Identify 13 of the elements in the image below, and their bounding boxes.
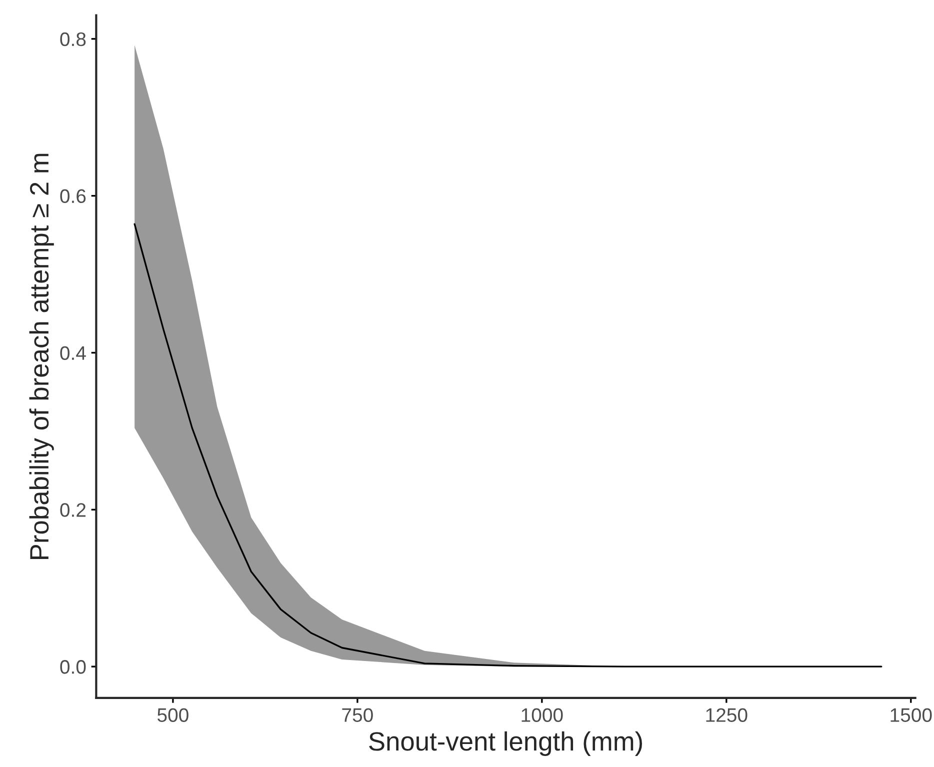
x-axis-title: Snout-vent length (mm)	[369, 731, 642, 756]
x-tick-label: 1500	[890, 708, 932, 722]
y-tick-label: 0.0	[60, 660, 86, 674]
y-tick-label: 0.8	[60, 32, 86, 46]
x-tick-label: 750	[342, 708, 373, 722]
y-tick-label: 0.6	[60, 189, 86, 204]
y-axis-title: Probability of breach attempt ≥ 2 m	[29, 154, 54, 559]
x-tick-label: 1250	[706, 708, 748, 722]
x-tick-label: 1000	[522, 708, 563, 722]
x-tick-label: 500	[158, 708, 188, 722]
y-tick-label: 0.4	[60, 346, 86, 360]
line-series	[134, 223, 882, 668]
y-tick-label: 0.2	[60, 503, 86, 517]
